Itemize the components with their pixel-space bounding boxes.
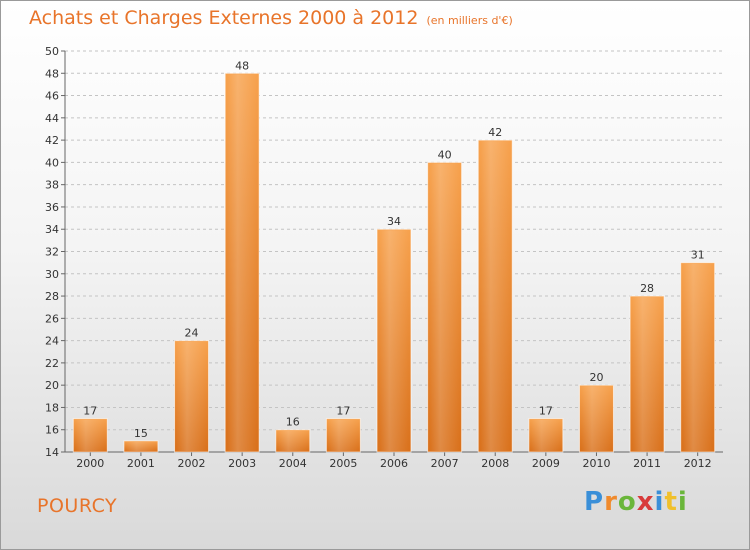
logo-letter: P [584, 487, 605, 517]
bar-highlight [632, 297, 663, 451]
y-tick-label: 46 [45, 90, 59, 103]
data-label: 31 [691, 249, 705, 262]
bar-highlight [176, 341, 207, 451]
y-tick-label: 38 [45, 179, 59, 192]
x-tick-label: 2008 [481, 457, 509, 470]
y-tick-label: 14 [45, 446, 59, 459]
data-label: 15 [134, 427, 148, 440]
x-tick-label: 2000 [76, 457, 104, 470]
y-tick-label: 42 [45, 134, 59, 147]
y-tick-label: 30 [45, 268, 59, 281]
x-tick-label: 2012 [684, 457, 712, 470]
y-tick-label: 16 [45, 424, 59, 437]
data-label: 16 [286, 416, 300, 429]
data-label: 28 [640, 282, 654, 295]
data-label: 17 [83, 405, 97, 418]
y-tick-label: 50 [45, 45, 59, 58]
x-tick-label: 2011 [633, 457, 661, 470]
y-tick-label: 36 [45, 201, 59, 214]
x-tick-label: 2002 [178, 457, 206, 470]
logo-letter: i [654, 487, 665, 517]
bar-highlight [429, 163, 460, 451]
data-label: 48 [235, 59, 249, 72]
proxiti-logo: Proxiti [584, 487, 688, 517]
bar-layer [72, 72, 716, 453]
y-tick-label: 48 [45, 67, 59, 80]
bar-highlight [682, 263, 713, 451]
x-tick-label: 2006 [380, 457, 408, 470]
bar-highlight [125, 441, 156, 451]
x-tick-label: 2001 [127, 457, 155, 470]
y-tick-label: 40 [45, 156, 59, 169]
data-label: 34 [387, 215, 401, 228]
label-layer: 17 2000 15 2001 24 2002 48 2003 16 2004 17 2005 34 20… [76, 59, 711, 470]
x-tick-label: 2005 [329, 457, 357, 470]
y-tick-label: 34 [45, 223, 59, 236]
bar-highlight [328, 419, 359, 451]
commune-name: POURCY [37, 495, 118, 517]
x-tick-label: 2009 [532, 457, 560, 470]
bar-highlight [581, 386, 612, 451]
logo-letter: r [604, 487, 618, 517]
logo-letter: i [677, 487, 688, 517]
y-tick-label: 44 [45, 112, 59, 125]
y-tick-label: 28 [45, 290, 59, 303]
logo-letter: o [617, 487, 637, 517]
x-tick-label: 2004 [279, 457, 307, 470]
logo-letter: t [664, 487, 678, 517]
y-tick-label: 24 [45, 335, 59, 348]
data-label: 24 [185, 327, 199, 340]
y-tick-label: 18 [45, 401, 59, 414]
data-label: 40 [438, 148, 452, 161]
x-tick-label: 2007 [431, 457, 459, 470]
chart-title-text: Achats et Charges Externes 2000 à 2012 [29, 7, 419, 29]
data-label: 17 [539, 405, 553, 418]
x-tick-label: 2010 [582, 457, 610, 470]
y-tick-label: 20 [45, 379, 59, 392]
data-label: 17 [336, 405, 350, 418]
x-tick-label: 2003 [228, 457, 256, 470]
data-label: 20 [589, 371, 603, 384]
bar-highlight [277, 430, 308, 451]
y-tick-label: 26 [45, 312, 59, 325]
bar-highlight [480, 141, 511, 451]
bar-highlight [227, 74, 258, 452]
logo-letter: x [636, 487, 655, 517]
y-tick-label: 32 [45, 246, 59, 259]
chart-title: Achats et Charges Externes 2000 à 2012 (e… [29, 7, 513, 29]
data-label: 42 [488, 126, 502, 139]
bar-highlight [75, 419, 106, 451]
y-tick-label: 22 [45, 357, 59, 370]
chart-subtitle: (en milliers d'€) [426, 14, 513, 27]
bar-highlight [530, 419, 561, 451]
bar-highlight [379, 230, 409, 451]
